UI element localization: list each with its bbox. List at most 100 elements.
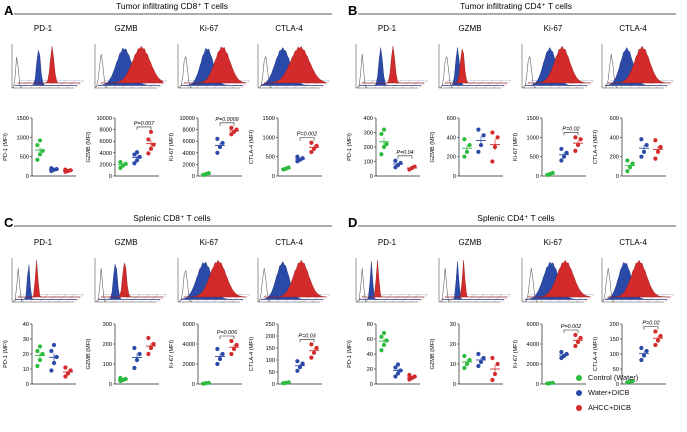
scatter-plot: 0 100 200 300 GZMB (MFI) (86, 322, 159, 388)
histogram-depth-line (584, 294, 595, 303)
scatter-plot: 0 500 1000 1500 Ki-67 (MFI) P=0.02 (513, 116, 586, 180)
y-tick-label: 0 (370, 382, 373, 388)
data-point-ahcc (495, 135, 500, 140)
y-axis-label: GZMB (MFI) (430, 338, 436, 369)
data-point-ahcc (148, 146, 154, 151)
data-point-ahcc (311, 146, 317, 152)
histogram-marker-label: GZMB (458, 24, 481, 33)
data-point-ahcc (658, 144, 663, 150)
histogram-depth-line (483, 294, 494, 303)
data-point-control (550, 170, 555, 176)
y-tick-label: 300 (103, 322, 112, 328)
y-tick-label: 80 (367, 322, 373, 328)
y-tick-label: 100 (364, 160, 373, 166)
histogram-depth-line (65, 294, 76, 303)
data-point-control (206, 171, 211, 176)
data-point-water (481, 133, 486, 138)
data-point-ahcc (658, 333, 663, 339)
data-point-water (215, 361, 220, 367)
legend-item-control: Control (Water) (576, 370, 638, 385)
data-point-control (462, 137, 467, 142)
data-point-water (559, 349, 564, 355)
legend-item-ahcc: AHCC+DICB (576, 400, 638, 415)
scatter-plot: 0 100 200 300 400 PD-1 (MFI) P=0.04 (347, 116, 420, 180)
data-point-water (297, 365, 303, 370)
data-point-ahcc (573, 332, 578, 338)
data-point-water (398, 368, 403, 373)
p-value-label: P=0.0009 (215, 117, 238, 123)
histogram-marker-label: Ki-67 (200, 24, 219, 33)
histogram-marker-label: Ki-67 (544, 238, 563, 247)
histogram-depth-line (177, 294, 188, 303)
histogram-marker-label: GZMB (458, 238, 481, 247)
histogram-depth-line (584, 80, 595, 89)
data-point-ahcc (146, 351, 151, 357)
y-tick-label: 1000 (263, 135, 275, 141)
panel-title: Splenic CD8⁺ T cells (133, 213, 210, 223)
data-point-control (123, 161, 128, 166)
histogram-control-curve (522, 267, 584, 303)
data-point-control (467, 142, 472, 148)
data-point-water (132, 345, 137, 351)
data-point-ahcc (229, 125, 234, 130)
histogram-pd1 (355, 258, 429, 303)
data-point-ahcc (407, 372, 412, 378)
data-point-water (476, 363, 481, 369)
p-value-label: P=0.02 (562, 126, 579, 132)
y-tick-label: 2000 (183, 162, 195, 168)
data-point-water (215, 346, 220, 352)
histogram-depth-line (65, 80, 76, 89)
histogram-control-curve (94, 53, 157, 89)
y-tick-label: 150 (610, 337, 619, 343)
data-point-ahcc (573, 135, 578, 140)
histogram-depth-line (521, 294, 532, 303)
data-point-control (286, 165, 291, 170)
data-point-control (550, 380, 555, 385)
histogram-depth-line (391, 294, 402, 303)
y-tick-label: 200 (266, 334, 275, 340)
data-point-water (393, 365, 398, 370)
y-axis-label: CTLA-4 (MFI) (249, 337, 255, 371)
data-point-ahcc (653, 156, 658, 161)
y-tick-label: 250 (266, 322, 275, 328)
data-point-ahcc (234, 342, 239, 348)
data-point-ahcc (655, 149, 661, 154)
y-tick-label: 0 (109, 174, 112, 180)
histogram-control-curve (601, 267, 664, 303)
histogram-control-curve (438, 56, 501, 89)
histogram-depth-line (409, 80, 420, 89)
histogram-water-curve (181, 47, 243, 86)
histogram-control-curve (356, 53, 418, 89)
histogram-water-curve (97, 47, 160, 86)
y-tick-label: 400 (364, 116, 373, 122)
data-point-water (295, 359, 300, 364)
histogram-depth-line (601, 80, 612, 89)
data-point-control (464, 361, 470, 367)
data-point-control (464, 149, 470, 154)
data-point-water (51, 342, 57, 348)
data-point-ahcc (412, 374, 417, 379)
data-point-water (54, 166, 59, 172)
y-axis-label: PD-1 (MFI) (347, 340, 353, 368)
y-tick-label: 30 (450, 322, 456, 328)
data-point-water (393, 374, 398, 379)
data-point-control (630, 161, 635, 166)
histogram-ahcc-curve (608, 45, 671, 84)
histogram-ahcc-curve (264, 259, 327, 298)
data-point-ahcc (573, 343, 578, 349)
y-tick-label: 0 (370, 174, 373, 180)
histogram-depth-line (56, 294, 67, 303)
y-tick-label: 6000 (100, 139, 112, 145)
histogram-control-curve (602, 53, 664, 89)
significance-bracket (219, 335, 235, 339)
scatter-plot: 0 10 20 30 40 PD-1 (MFI) (3, 322, 76, 388)
histogram-ahcc-curve (101, 262, 163, 298)
p-value-label: P=0.002 (561, 324, 581, 330)
y-tick-label: 0 (536, 382, 539, 388)
histogram-water-curve (15, 50, 77, 86)
legend-label-control: Control (Water) (588, 373, 639, 382)
data-point-ahcc (653, 329, 658, 334)
data-point-ahcc (492, 144, 498, 150)
data-point-ahcc (314, 143, 319, 148)
data-point-water (134, 158, 140, 163)
